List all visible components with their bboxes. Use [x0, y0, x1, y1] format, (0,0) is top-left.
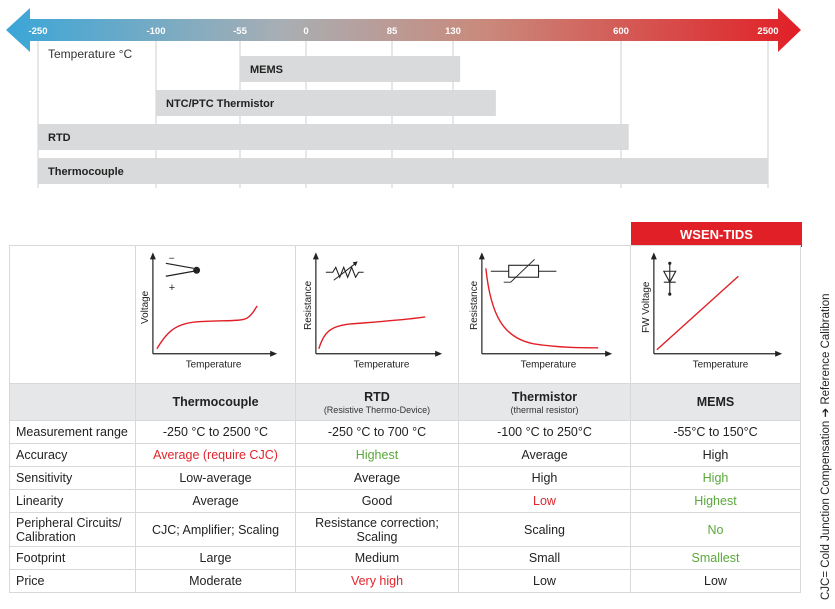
table-cell: Low-average — [135, 466, 296, 490]
graph-thermocouple: Voltage Temperature − + — [135, 245, 296, 384]
table-cell: High — [458, 466, 631, 490]
tick-labels: -250 -100 -55 0 85 130 600 2500 — [28, 26, 778, 37]
table-cell: -250 °C to 2500 °C — [135, 420, 296, 444]
graph-xlabel: Temperature — [521, 360, 577, 371]
table-row: Linearity Average Good Low Highest — [9, 489, 801, 513]
table-cell: Medium — [295, 546, 459, 570]
row-label: Accuracy — [9, 443, 136, 467]
table-cell: Smallest — [630, 546, 801, 570]
table-cell: Resistance correction; Scaling — [295, 512, 459, 547]
resistance-curve — [318, 316, 426, 349]
cjc-footnote: CJC= Cold Junction Compensation ➔ Refere… — [820, 293, 832, 600]
range-bar-label: NTC/PTC Thermistor — [166, 98, 275, 110]
table-cell: -55°C to 150°C — [630, 420, 801, 444]
table-cell: CJC; Amplifier; Scaling — [135, 512, 296, 547]
thermistor-icon — [490, 258, 557, 283]
table-cell: No — [630, 512, 801, 547]
table-cell: Average — [458, 443, 631, 467]
variable-resistor-icon — [325, 261, 364, 281]
table-row: Price Moderate Very high Low Low — [9, 569, 801, 593]
table-cell: Small — [458, 546, 631, 570]
range-bar — [38, 158, 768, 184]
graph-ylabel: Resistance — [469, 280, 480, 330]
table-cell: Average — [135, 489, 296, 513]
table-cell: Low — [630, 569, 801, 593]
table-cell: Very high — [295, 569, 459, 593]
comparison-rows: Measurement range -250 °C to 2500 °C -250 … — [9, 420, 801, 593]
graph-ylabel: Voltage — [140, 290, 151, 324]
table-cell: Good — [295, 489, 459, 513]
graph-ylabel: FW Voltage — [641, 281, 652, 333]
thermocouple-icon: − + — [165, 253, 201, 294]
axis-label: Temperature °C — [48, 47, 132, 61]
graph-xlabel: Temperature — [186, 360, 242, 371]
row-label: Footprint — [9, 546, 136, 570]
table-cell: Scaling — [458, 512, 631, 547]
col-header-rtd: RTD (Resistive Thermo-Device) — [295, 383, 459, 421]
row-label: Linearity — [9, 489, 136, 513]
svg-text:+: + — [169, 282, 175, 294]
table-cell: High — [630, 466, 801, 490]
graph-rtd: Resistance Temperature — [295, 245, 459, 384]
tick-label: 0 — [303, 26, 308, 37]
tick-label: -100 — [146, 26, 165, 37]
table-row: Measurement range -250 °C to 2500 °C -250 … — [9, 420, 801, 444]
row-label: Price — [9, 569, 136, 593]
diode-icon — [662, 261, 677, 296]
voltage-curve — [156, 305, 258, 350]
table-cell: Highest — [630, 489, 801, 513]
row-label: Peripheral Circuits/ Calibration — [9, 512, 136, 547]
range-bar-label: RTD — [48, 132, 71, 144]
table-cell: -100 °C to 250°C — [458, 420, 631, 444]
range-bar-label: Thermocouple — [48, 166, 124, 178]
range-bar — [240, 56, 461, 82]
table-row: Accuracy Average (require CJC) Highest Aver… — [9, 443, 801, 467]
temperature-range-diagram: -250 -100 -55 0 85 130 600 2500 Temperature °C … — [6, 8, 801, 188]
graph-mems: FW Voltage Temperature — [630, 245, 801, 384]
col-header-mems: MEMS — [630, 383, 801, 421]
row-label: Sensitivity — [9, 466, 136, 490]
table-cell: Average (require CJC) — [135, 443, 296, 467]
graph-xlabel: Temperature — [354, 360, 410, 371]
tick-label: 130 — [445, 26, 461, 37]
table-cell: Large — [135, 546, 296, 570]
table-row: Peripheral Circuits/ Calibration CJC; Amp… — [9, 512, 801, 547]
table-row: Sensitivity Low-average Average High High — [9, 466, 801, 490]
table-cell: Low — [458, 489, 631, 513]
range-bar-label: MEMS — [250, 64, 283, 76]
wsen-tids-badge: WSEN-TIDS — [631, 222, 802, 247]
tick-label: 2500 — [757, 26, 778, 37]
tick-label: 600 — [613, 26, 629, 37]
corner-cell — [9, 245, 136, 384]
tick-label: 85 — [387, 26, 398, 37]
table-cell: Highest — [295, 443, 459, 467]
range-bars: MEMS NTC/PTC Thermistor RTD Thermocouple — [38, 56, 768, 184]
table-cell: -250 °C to 700 °C — [295, 420, 459, 444]
resistance-curve — [485, 268, 599, 349]
row-label: Measurement range — [9, 420, 136, 444]
graph-ylabel: Resistance — [303, 280, 314, 330]
tick-label: -250 — [28, 26, 47, 37]
table-row: Footprint Large Medium Small Smallest — [9, 546, 801, 570]
table-cell: Moderate — [135, 569, 296, 593]
col-header-thermistor: Thermistor (thermal resistor) — [458, 383, 631, 421]
graph-thermistor: Resistance Temperature — [458, 245, 631, 384]
linear-voltage-line — [656, 275, 739, 351]
tick-label: -55 — [233, 26, 247, 37]
graph-xlabel: Temperature — [693, 360, 749, 371]
col-header-thermocouple: Thermocouple — [135, 383, 296, 421]
svg-text:−: − — [169, 253, 175, 264]
header-blank — [9, 383, 136, 421]
table-cell: Average — [295, 466, 459, 490]
sensor-comparison-table: Voltage Temperature − + Resistance T — [9, 245, 801, 593]
range-bar — [156, 90, 496, 116]
temperature-scale-arrow — [6, 8, 801, 52]
table-cell: Low — [458, 569, 631, 593]
range-bar — [38, 124, 629, 150]
table-cell: High — [630, 443, 801, 467]
